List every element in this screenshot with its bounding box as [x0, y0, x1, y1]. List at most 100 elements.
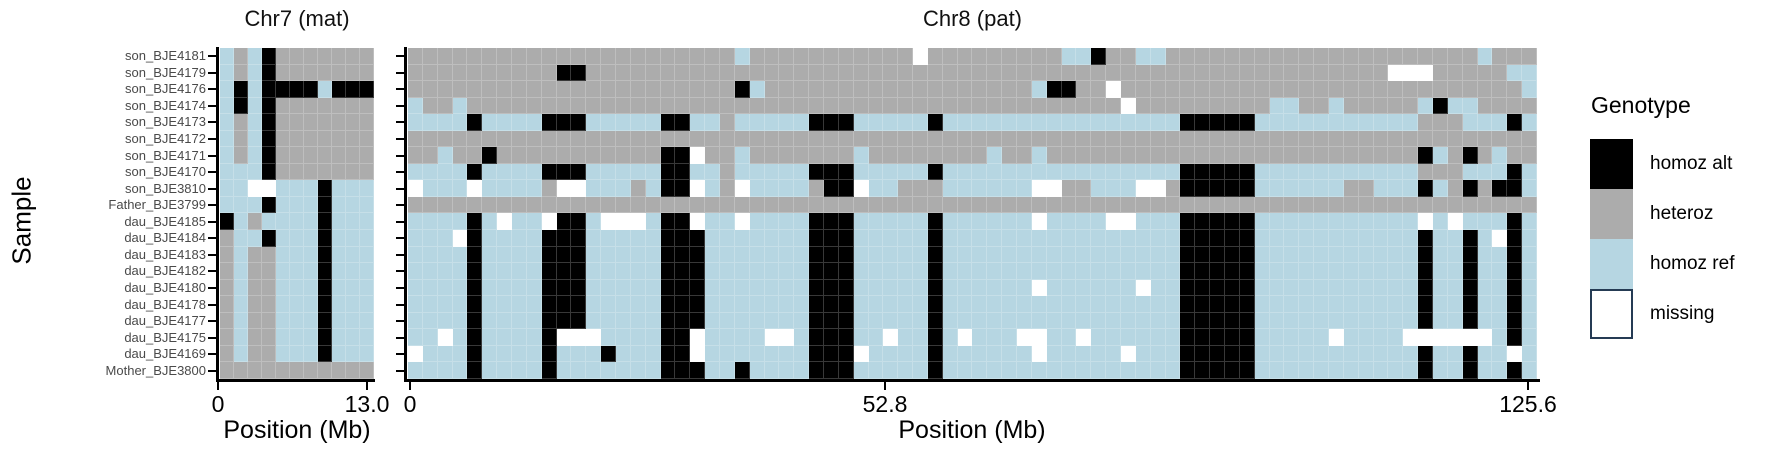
genotype-cell [1418, 345, 1433, 363]
genotype-cell [571, 163, 587, 181]
genotype-cell [823, 81, 839, 98]
genotype-cell [1462, 147, 1478, 164]
genotype-cell [675, 147, 691, 164]
genotype-cell [1225, 97, 1240, 115]
genotype-cell [1091, 97, 1107, 115]
genotype-cell [304, 64, 318, 82]
genotype-cell [1091, 279, 1107, 297]
genotype-cell [360, 263, 374, 280]
genotype-cell [927, 296, 943, 313]
genotype-cell [422, 163, 438, 181]
genotype-cell [511, 312, 527, 330]
genotype-cell [332, 362, 346, 379]
genotype-cell [1492, 246, 1508, 264]
genotype-cell [1492, 362, 1508, 379]
genotype-cell [1329, 64, 1344, 82]
genotype-cell [586, 114, 602, 131]
genotype-cell [1061, 180, 1077, 197]
genotype-cell [437, 97, 453, 115]
genotype-cell [1180, 213, 1196, 231]
genotype-cell [526, 81, 542, 98]
genotype-cell [248, 163, 262, 181]
genotype-cell [927, 114, 943, 131]
genotype-cell [1165, 345, 1181, 363]
genotype-cell [1225, 114, 1240, 131]
genotype-cell [883, 196, 899, 214]
genotype-cell [1418, 163, 1433, 181]
genotype-cell [586, 48, 602, 65]
genotype-cell [437, 213, 453, 231]
genotype-cell [764, 130, 780, 148]
genotype-cell [290, 147, 304, 164]
genotype-cell [556, 362, 572, 379]
genotype-cell [1314, 230, 1330, 247]
genotype-cell [794, 97, 810, 115]
genotype-cell [360, 64, 374, 82]
genotype-cell [541, 81, 557, 98]
genotype-cell [1418, 196, 1433, 214]
genotype-cell [1180, 296, 1196, 313]
genotype-cell [675, 64, 691, 82]
genotype-cell [1492, 196, 1508, 214]
genotype-cell [304, 213, 318, 231]
genotype-cell [360, 230, 374, 247]
genotype-cell [1433, 312, 1448, 330]
genotype-cell [422, 213, 438, 231]
genotype-cell [660, 147, 676, 164]
x-tick-mark [366, 382, 368, 390]
genotype-cell [1507, 114, 1523, 131]
genotype-cell [913, 263, 928, 280]
genotype-cell [220, 147, 234, 164]
genotype-cell [1061, 329, 1077, 346]
genotype-cell [571, 230, 587, 247]
genotype-cell [1329, 48, 1344, 65]
genotype-cell [332, 163, 346, 181]
genotype-cell [675, 81, 691, 98]
genotype-cell [1269, 147, 1285, 164]
genotype-cell [511, 97, 527, 115]
genotype-cell [234, 362, 248, 379]
genotype-cell [318, 345, 332, 363]
genotype-cell [972, 279, 988, 297]
genotype-cell [1373, 279, 1389, 297]
genotype-cell [1373, 163, 1389, 181]
genotype-cell [942, 196, 958, 214]
genotype-cell [630, 97, 646, 115]
genotype-cell [927, 196, 943, 214]
genotype-cell [1462, 362, 1478, 379]
genotype-cell [1017, 345, 1032, 363]
genotype-cell [705, 246, 720, 264]
genotype-cell [1135, 147, 1151, 164]
genotype-cell [1239, 48, 1255, 65]
sample-label: dau_BJE4169 [124, 346, 206, 362]
genotype-cell [1507, 345, 1523, 363]
genotype-cell [332, 81, 346, 98]
genotype-cell [1299, 147, 1315, 164]
genotype-cell [290, 180, 304, 197]
genotype-cell [898, 296, 914, 313]
genotype-cell [1522, 213, 1537, 231]
genotype-cell [220, 279, 234, 297]
genotype-cell [332, 114, 346, 131]
genotype-cell [571, 263, 587, 280]
genotype-cell [690, 48, 706, 65]
genotype-cell [1373, 230, 1389, 247]
genotype-cell [1492, 97, 1508, 115]
genotype-cell [1150, 114, 1166, 131]
genotype-cell [987, 329, 1003, 346]
genotype-cell [972, 163, 988, 181]
genotype-cell [853, 246, 869, 264]
genotype-cell [1150, 296, 1166, 313]
genotype-cell [838, 230, 854, 247]
genotype-cell [1254, 64, 1270, 82]
genotype-cell [883, 48, 899, 65]
genotype-cell [1046, 263, 1062, 280]
genotype-cell [734, 97, 750, 115]
genotype-cell [764, 263, 780, 280]
genotype-cell [1210, 81, 1226, 98]
genotype-cell [660, 97, 676, 115]
genotype-cell [645, 230, 661, 247]
genotype-cell [779, 147, 795, 164]
genotype-cell [630, 362, 646, 379]
genotype-cell [719, 163, 735, 181]
